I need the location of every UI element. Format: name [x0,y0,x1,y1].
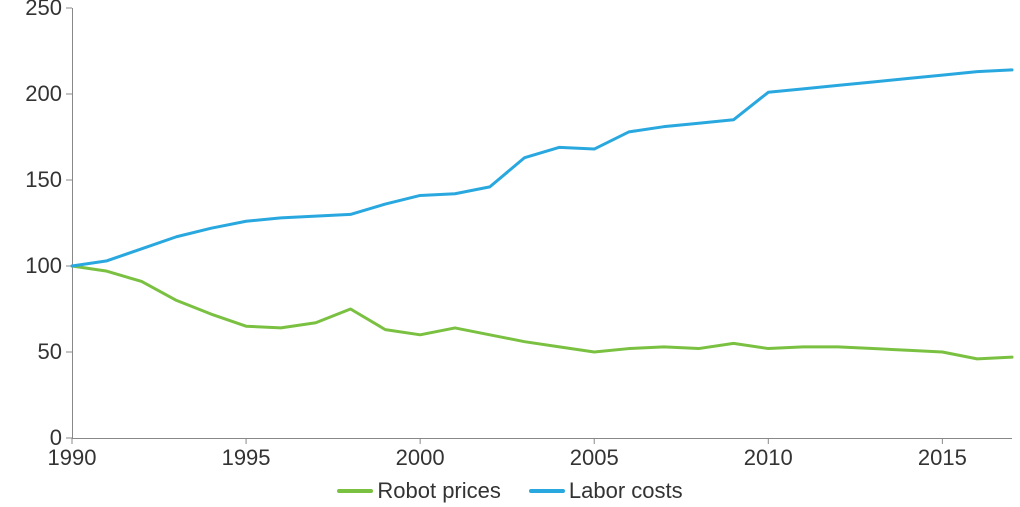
legend-swatch [337,489,373,493]
legend-item-robot-prices: Robot prices [337,478,501,504]
line-chart: 0 50 100 150 200 250 1990 1995 2000 2005… [0,0,1020,507]
legend-label: Robot prices [377,478,501,504]
series-line [72,70,1012,266]
legend-swatch [529,489,565,493]
series-line [72,266,1012,359]
legend: Robot prices Labor costs [0,478,1020,504]
chart-svg [0,0,1020,507]
legend-label: Labor costs [569,478,683,504]
legend-item-labor-costs: Labor costs [529,478,683,504]
